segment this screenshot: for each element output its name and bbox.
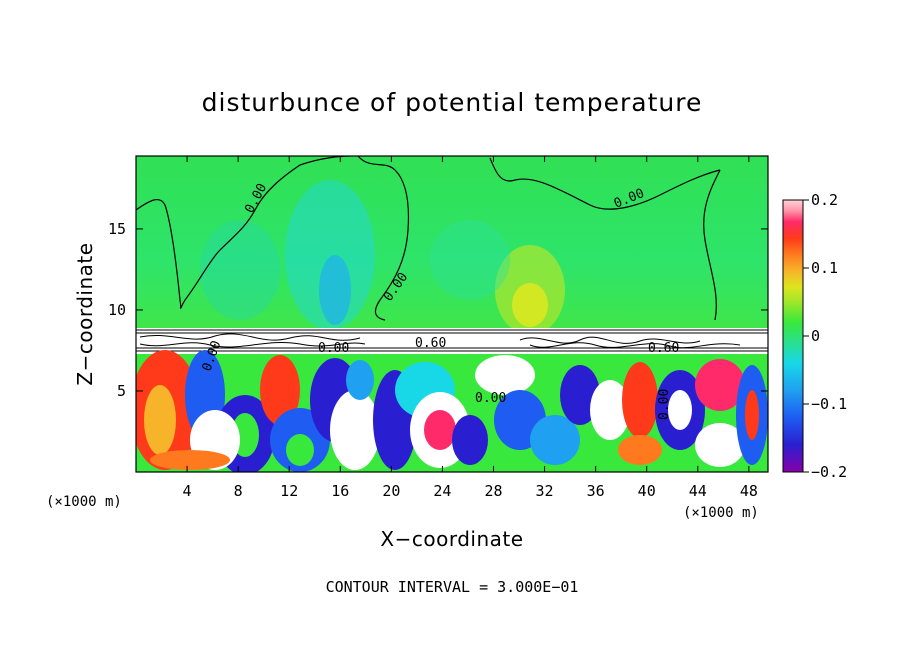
zero-contour (136, 156, 721, 321)
colorbar-tick-label: 0 (811, 327, 820, 345)
x-tick-label: 16 (331, 482, 349, 500)
cyan-anomaly (285, 180, 375, 330)
colorbar-tick-label: −0.1 (811, 395, 847, 413)
contour-label: 0.00 (657, 389, 672, 420)
colorbar-ticks: 0.2 0.1 0 −0.1 −0.2 (803, 191, 847, 481)
plot-area (136, 156, 768, 472)
colorbar-tick-label: −0.2 (811, 463, 847, 481)
contour-label: 0.60 (415, 336, 446, 351)
x-tick-label: 48 (740, 482, 758, 500)
yellow-anomaly (512, 283, 548, 327)
x-tick-label: 24 (433, 482, 451, 500)
y-tick-label: 10 (108, 301, 126, 319)
x-tick-label: 4 (183, 482, 192, 500)
x-tick-label: 20 (382, 482, 400, 500)
x-tick-label: 44 (689, 482, 707, 500)
x-tick-label: 28 (484, 482, 502, 500)
upper-layer-field (136, 156, 768, 332)
colorbar-scale (782, 199, 804, 473)
y-axis: 5 10 15 (108, 220, 768, 400)
x-axis-label: X−coordinate (380, 527, 523, 551)
inversion-band (136, 328, 768, 354)
y-axis-label: Z−coordinate (73, 242, 97, 385)
colorbar-tick-label: 0.1 (811, 259, 838, 277)
x-tick-label: 36 (587, 482, 605, 500)
turbulent-eddies (136, 350, 768, 472)
x-unit-label-left: (×1000 m) (46, 494, 122, 510)
colorbar-tick-label: 0.2 (811, 191, 838, 209)
x-tick-label: 32 (536, 482, 554, 500)
colorbar: 0.2 0.1 0 −0.1 −0.2 (782, 191, 847, 481)
x-axis: 4 8 12 16 20 24 28 32 36 40 44 48 (183, 156, 758, 500)
x-tick-label: 40 (638, 482, 656, 500)
x-tick-label: 8 (234, 482, 243, 500)
y-tick-label: 5 (117, 382, 126, 400)
contour-label: 0.00 (475, 391, 506, 406)
x-tick-label: 12 (280, 482, 298, 500)
contour-label: 0.00 (318, 341, 349, 356)
chart-title: disturbunce of potential temperature (202, 88, 703, 117)
contour-interval-note: CONTOUR INTERVAL = 3.000E−01 (326, 578, 579, 596)
cyan-anomaly (319, 255, 351, 325)
x-unit-label-right: (×1000 m) (683, 505, 759, 521)
contour-label: 0.60 (648, 341, 679, 356)
plot-frame (135, 155, 769, 473)
y-tick-label: 15 (108, 220, 126, 238)
cyan-anomaly (430, 220, 510, 300)
cyan-anomaly (200, 220, 280, 320)
inversion-contours (136, 329, 768, 352)
